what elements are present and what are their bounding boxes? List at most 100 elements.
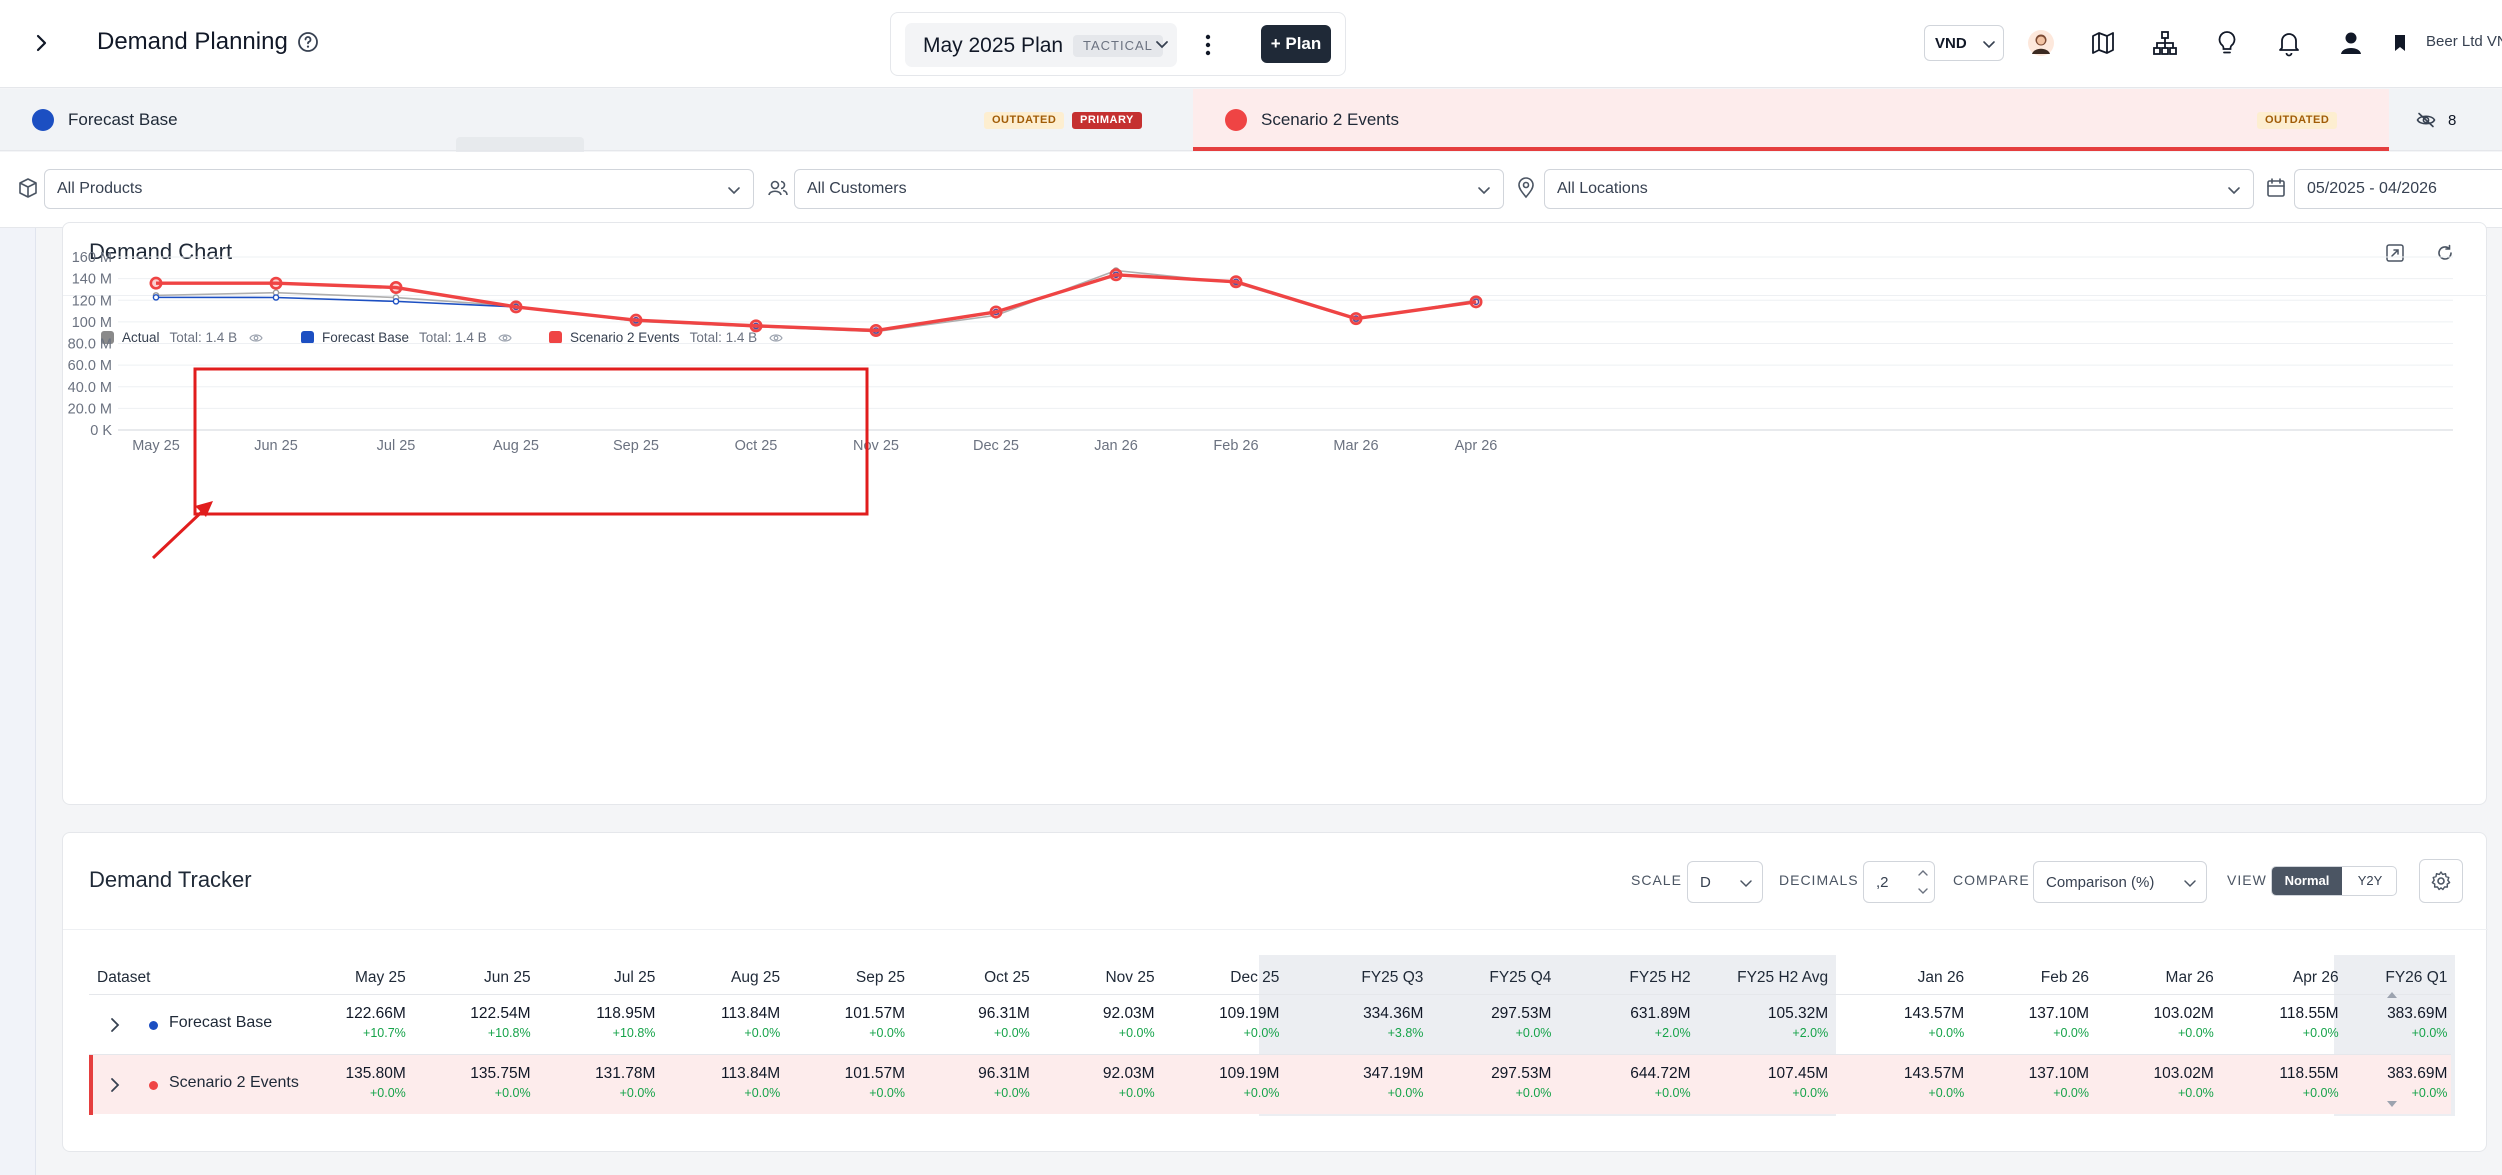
user-avatar[interactable] bbox=[2026, 28, 2056, 58]
table-cell[interactable]: 96.31M +0.0% bbox=[890, 1065, 1030, 1100]
table-cell[interactable]: 135.75M +0.0% bbox=[391, 1065, 531, 1100]
column-header[interactable]: Jan 26 bbox=[1917, 969, 1965, 986]
chevron-right-icon[interactable] bbox=[105, 1015, 125, 1035]
table-cell[interactable]: 143.57M +0.0% bbox=[1824, 1065, 1964, 1100]
table-cell[interactable]: 297.53M +0.0% bbox=[1411, 1005, 1551, 1040]
users-icon bbox=[768, 180, 788, 196]
scroll-up-icon[interactable] bbox=[2386, 990, 2398, 1000]
table-cell[interactable]: 143.57M +0.0% bbox=[1824, 1005, 1964, 1040]
bell-icon[interactable] bbox=[2274, 28, 2304, 58]
column-header[interactable]: Nov 25 bbox=[1105, 969, 1155, 986]
legend-label: Scenario 2 Events bbox=[570, 330, 680, 345]
expand-icon[interactable] bbox=[2385, 243, 2405, 263]
table-cell[interactable]: 109.19M +0.0% bbox=[1139, 1065, 1279, 1100]
table-cell[interactable]: 113.84M +0.0% bbox=[640, 1005, 780, 1040]
chevron-up-icon[interactable] bbox=[1916, 866, 1930, 880]
tracker-settings-button[interactable] bbox=[2419, 859, 2463, 903]
products-filter[interactable]: All Products bbox=[44, 169, 754, 209]
compare-select[interactable]: Comparison (%) bbox=[2033, 861, 2207, 903]
column-header[interactable]: Dec 25 bbox=[1230, 969, 1280, 986]
table-cell[interactable]: 347.19M +0.0% bbox=[1283, 1065, 1423, 1100]
locations-filter[interactable]: All Locations bbox=[1544, 169, 2254, 209]
table-cell[interactable]: 297.53M +0.0% bbox=[1411, 1065, 1551, 1100]
column-header[interactable]: FY26 Q1 bbox=[2385, 969, 2448, 986]
legend-item-forecast-base[interactable]: Forecast Base Total: 1.4 B bbox=[301, 330, 513, 350]
table-cell[interactable]: 101.57M +0.0% bbox=[765, 1005, 905, 1040]
column-header[interactable]: FY25 Q4 bbox=[1489, 969, 1552, 986]
user-account-icon[interactable] bbox=[2336, 28, 2366, 58]
column-header[interactable]: Mar 26 bbox=[2165, 969, 2214, 986]
table-cell[interactable]: 383.69M +0.0% bbox=[2307, 1005, 2447, 1040]
column-header[interactable]: FY25 H2 Avg bbox=[1737, 969, 1829, 986]
expand-sidebar-button[interactable] bbox=[26, 28, 56, 58]
table-cell[interactable]: 383.69M +0.0% bbox=[2307, 1065, 2447, 1100]
table-cell[interactable]: 131.78M +0.0% bbox=[515, 1065, 655, 1100]
table-cell[interactable]: 118.55M +0.0% bbox=[2199, 1005, 2338, 1040]
table-cell[interactable]: 101.57M +0.0% bbox=[765, 1065, 905, 1100]
view-normal-button[interactable]: Normal bbox=[2272, 867, 2342, 895]
plan-select[interactable]: May 2025 Plan TACTICAL bbox=[905, 23, 1177, 67]
table-cell[interactable]: 103.02M +0.0% bbox=[2074, 1005, 2213, 1040]
column-header[interactable]: May 25 bbox=[354, 969, 406, 986]
table-cell[interactable]: 334.36M +3.8% bbox=[1283, 1005, 1423, 1040]
table-cell[interactable]: 109.19M +0.0% bbox=[1139, 1005, 1279, 1040]
column-header[interactable]: Feb 26 bbox=[2040, 969, 2089, 986]
column-header[interactable]: Sep 25 bbox=[855, 969, 905, 986]
scroll-down-icon[interactable] bbox=[2386, 1099, 2398, 1109]
legend-item-scenario-2-events[interactable]: Scenario 2 Events Total: 1.4 B bbox=[549, 330, 783, 350]
date-range-filter[interactable]: 05/2025 - 04/2026 bbox=[2294, 169, 2502, 209]
table-cell[interactable]: 122.66M +10.7% bbox=[266, 1005, 405, 1040]
page-title: Demand Planning bbox=[97, 28, 288, 55]
table-cell[interactable]: 103.02M +0.0% bbox=[2074, 1065, 2213, 1100]
organization-name[interactable]: Beer Ltd VN bbox=[2426, 33, 2502, 50]
table-cell[interactable]: 92.03M +0.0% bbox=[1015, 1005, 1155, 1040]
y-tick-label: 140 M bbox=[72, 272, 112, 288]
chevron-down-icon[interactable] bbox=[1916, 884, 1930, 898]
currency-select[interactable]: VND bbox=[1924, 25, 2004, 61]
table-cell[interactable]: 107.45M +0.0% bbox=[1688, 1065, 1828, 1100]
lightbulb-icon[interactable] bbox=[2212, 28, 2242, 58]
scale-select[interactable]: D bbox=[1687, 861, 1763, 903]
column-header[interactable]: Apr 26 bbox=[2292, 969, 2339, 986]
table-cell[interactable]: 118.95M +10.8% bbox=[515, 1005, 655, 1040]
cell-value: 118.95M bbox=[596, 1005, 656, 1022]
table-cell[interactable]: 96.31M +0.0% bbox=[890, 1005, 1030, 1040]
cell-value: 135.75M bbox=[470, 1065, 531, 1082]
column-header[interactable]: Jul 25 bbox=[614, 969, 656, 986]
cell-delta: +0.0% bbox=[869, 1026, 905, 1040]
help-icon[interactable] bbox=[296, 30, 320, 54]
hierarchy-icon[interactable] bbox=[2150, 28, 2180, 58]
column-header[interactable]: Oct 25 bbox=[984, 969, 1030, 986]
tab-forecast-base[interactable]: Forecast Base OUTDATED PRIMARY bbox=[0, 89, 1193, 151]
customers-filter[interactable]: All Customers bbox=[794, 169, 1504, 209]
tab-scenario-2-events[interactable]: Scenario 2 Events OUTDATED bbox=[1193, 89, 2389, 151]
table-cell[interactable]: 137.10M +0.0% bbox=[1949, 1005, 2089, 1040]
decimals-stepper[interactable]: ,2 bbox=[1863, 861, 1935, 903]
y-tick-label: 40.0 M bbox=[68, 380, 112, 396]
column-header[interactable]: FY25 H2 bbox=[1629, 969, 1691, 986]
chevron-right-icon[interactable] bbox=[105, 1075, 125, 1095]
eye-icon[interactable] bbox=[249, 332, 263, 344]
table-cell[interactable]: 92.03M +0.0% bbox=[1015, 1065, 1155, 1100]
cell-delta: +0.0% bbox=[2053, 1086, 2089, 1100]
legend-item-actual[interactable]: Actual Total: 1.4 B bbox=[101, 330, 263, 350]
table-cell[interactable]: 105.32M +2.0% bbox=[1688, 1005, 1828, 1040]
table-cell[interactable]: 644.72M +0.0% bbox=[1551, 1065, 1690, 1100]
eye-icon[interactable] bbox=[769, 332, 783, 344]
map-icon[interactable] bbox=[2088, 28, 2118, 58]
view-y2y-button[interactable]: Y2Y bbox=[2357, 873, 2383, 888]
table-cell[interactable]: 118.55M +0.0% bbox=[2199, 1065, 2338, 1100]
add-plan-button[interactable]: + Plan bbox=[1261, 25, 1331, 63]
table-cell[interactable]: 113.84M +0.0% bbox=[640, 1065, 780, 1100]
table-cell[interactable]: 135.80M +0.0% bbox=[266, 1065, 405, 1100]
cell-delta: +0.0% bbox=[2053, 1026, 2089, 1040]
column-header[interactable]: Jun 25 bbox=[484, 969, 531, 986]
table-cell[interactable]: 137.10M +0.0% bbox=[1949, 1065, 2089, 1100]
column-header[interactable]: FY25 Q3 bbox=[1361, 969, 1424, 986]
more-vertical-icon[interactable] bbox=[1201, 31, 1215, 59]
eye-icon[interactable] bbox=[498, 332, 513, 344]
table-cell[interactable]: 631.89M +2.0% bbox=[1551, 1005, 1690, 1040]
hidden-scenarios-button[interactable]: 8 bbox=[2400, 89, 2502, 151]
column-header[interactable]: Aug 25 bbox=[731, 969, 781, 986]
table-cell[interactable]: 122.54M +10.8% bbox=[391, 1005, 530, 1040]
